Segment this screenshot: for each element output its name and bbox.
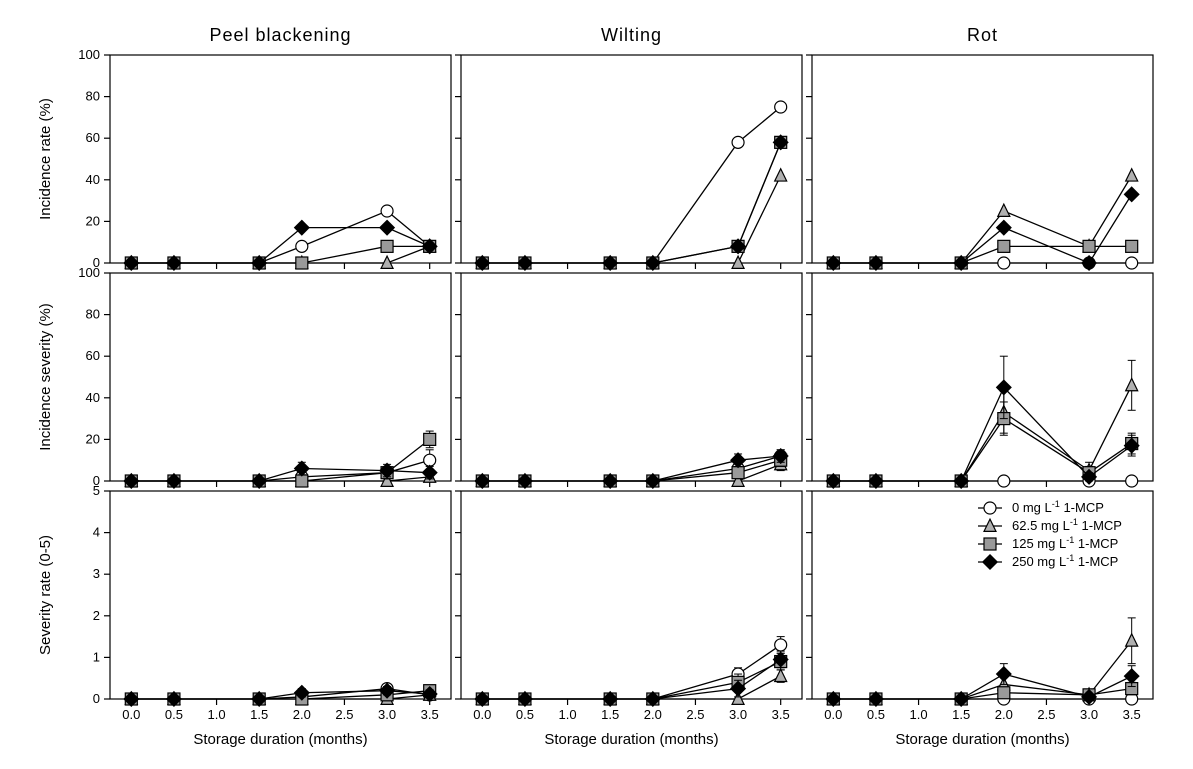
xtick-label: 0.5 <box>867 707 885 722</box>
panel-r1-c2 <box>806 273 1153 488</box>
panel-r1-c1 <box>455 273 802 488</box>
ytick-label: 40 <box>86 172 100 187</box>
legend-label: 250 mg L-1 1-MCP <box>1012 553 1118 569</box>
xtick-label: 3.5 <box>1123 707 1141 722</box>
ytick-label: 80 <box>86 307 100 322</box>
xtick-label: 1.0 <box>208 707 226 722</box>
xlabel: Storage duration (months) <box>193 731 367 748</box>
series-line <box>131 211 429 263</box>
xtick-label: 3.0 <box>729 707 747 722</box>
xtick-label: 1.5 <box>601 707 619 722</box>
ytick-label: 40 <box>86 390 100 405</box>
col-title: Rot <box>967 25 998 45</box>
xlabel: Storage duration (months) <box>895 731 1069 748</box>
panel-r1-c0: 020406080100 <box>78 265 451 488</box>
ytick-label: 5 <box>93 483 100 498</box>
xtick-label: 1.0 <box>910 707 928 722</box>
ylabel: Incidence severity (%) <box>37 303 54 451</box>
xtick-label: 0.5 <box>516 707 534 722</box>
xtick-label: 3.0 <box>378 707 396 722</box>
figure-svg: 0204060801000204060801000123450.00.51.01… <box>0 0 1193 769</box>
ytick-label: 0 <box>93 691 100 706</box>
panel-r2-c1: 0.0 0.5 1.0 1.5 2.0 2.5 3.0 3.5 <box>455 491 802 722</box>
xtick-label: 3.5 <box>772 707 790 722</box>
col-title: Peel blackening <box>209 25 351 45</box>
legend-label: 125 mg L-1 1-MCP <box>1012 535 1118 551</box>
xtick-label: 0.0 <box>824 707 842 722</box>
ylabel: Severity rate (0-5) <box>37 535 54 655</box>
ytick-label: 1 <box>93 649 100 664</box>
xtick-label: 2.5 <box>1037 707 1055 722</box>
xtick-label: 0.5 <box>165 707 183 722</box>
ytick-label: 20 <box>86 213 100 228</box>
xtick-label: 2.0 <box>644 707 662 722</box>
ytick-label: 100 <box>78 265 100 280</box>
panel-r0-c2 <box>806 55 1153 270</box>
xtick-label: 2.0 <box>293 707 311 722</box>
legend: 0 mg L-1 1-MCP62.5 mg L-1 1-MCP125 mg L-… <box>972 497 1147 577</box>
panel-r0-c1 <box>455 55 802 270</box>
ytick-label: 4 <box>93 525 100 540</box>
panel-r0-c0: 020406080100 <box>78 47 451 270</box>
xtick-label: 2.0 <box>995 707 1013 722</box>
ytick-label: 2 <box>93 608 100 623</box>
xtick-label: 0.0 <box>473 707 491 722</box>
legend-label: 62.5 mg L-1 1-MCP <box>1012 517 1122 533</box>
xtick-label: 1.5 <box>952 707 970 722</box>
ytick-label: 3 <box>93 566 100 581</box>
ytick-label: 20 <box>86 431 100 446</box>
xtick-label: 3.0 <box>1080 707 1098 722</box>
panel-r2-c0: 0 1 2 3 4 5 0.0 0.5 1.0 1.5 2.0 2.5 3.0 3.5 <box>93 483 451 722</box>
ytick-label: 60 <box>86 348 100 363</box>
ylabel: Incidence rate (%) <box>37 98 54 220</box>
ytick-label: 100 <box>78 47 100 62</box>
xtick-label: 1.0 <box>559 707 577 722</box>
figure-container: 0204060801000204060801000123450.00.51.01… <box>0 0 1193 769</box>
xlabel: Storage duration (months) <box>544 731 718 748</box>
series-line <box>482 107 780 263</box>
col-title: Wilting <box>601 25 662 45</box>
xtick-label: 2.5 <box>686 707 704 722</box>
xtick-label: 2.5 <box>335 707 353 722</box>
xtick-label: 0.0 <box>122 707 140 722</box>
xtick-label: 3.5 <box>421 707 439 722</box>
xtick-label: 1.5 <box>250 707 268 722</box>
ytick-label: 60 <box>86 130 100 145</box>
ytick-label: 80 <box>86 89 100 104</box>
